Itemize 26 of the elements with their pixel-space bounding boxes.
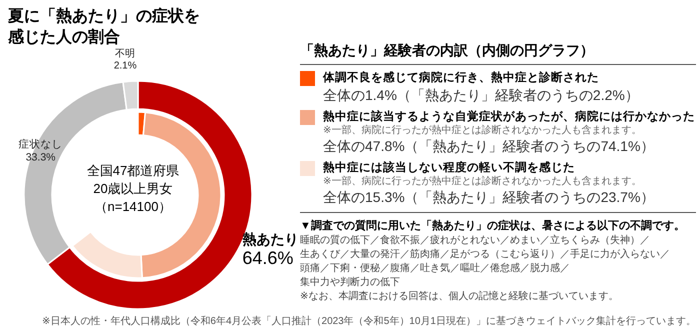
- chart-title: 夏に「熱あたり」の症状を感じた人の割合: [8, 6, 201, 48]
- slice-label: 不明: [115, 48, 136, 60]
- text: 集中力や判断力の低下: [300, 276, 401, 290]
- slice-label: 熱あたり: [241, 231, 298, 248]
- text: 生あくび／大量の発汗／筋肉痛／足がつる（こむら返り）／手足に力が入らない／: [300, 248, 671, 262]
- slice-label: 症状なし: [18, 138, 63, 151]
- data-label: 33.3%: [26, 152, 56, 164]
- text: 頭痛／下痢・便秘／腹痛／吐き気／嘔吐／倦怠感／脱力感／: [300, 262, 571, 276]
- text: （n=14100）: [94, 198, 172, 216]
- text: ※日本人の性・年代人口構成比（令和6年4月公表「人口推計（2023年（令和5年）10月1日現在）」に基づきウェイトバック集計を行っています。: [41, 316, 696, 328]
- data-label: 全体の47.8%（「熱あたり」経験者のうちの74.1%）: [323, 137, 656, 155]
- text: ※一部、病院に行ったが熱中症とは診断されなかった人も含まれます。: [323, 125, 642, 137]
- legend-label: 熱中症に該当するような自覚症状があったが、病院には行かなかった: [323, 110, 695, 124]
- text: 全国47都道府県: [86, 162, 180, 180]
- data-label: 全体の1.4%（「熱あたり」経験者のうちの2.2%）: [323, 86, 639, 104]
- text: ※なお、本調査における回答は、個人の記憶と経験に基づいています。: [300, 290, 620, 304]
- text: ※一部、病院に行ったが熱中症とは診断されなかった人も含まれます。: [323, 176, 642, 188]
- text: 20歳以上男女: [92, 180, 174, 198]
- data-label: 64.6%: [242, 248, 294, 268]
- text: 睡眠の質の低下／食欲不振／疲れがとれない／めまい／立ちくらみ（失神）／: [300, 234, 651, 248]
- text: ▼調査での質問に用いた「熱あたり」の症状は、暑さによる以下の不調です。: [300, 219, 686, 234]
- data-label: 全体の15.3%（「熱あたり」経験者のうちの23.7%）: [323, 188, 654, 206]
- legend-label: 体調不良を感じて病院に行き、熱中症と診断された: [323, 71, 600, 86]
- legend-title: 「熱あたり」経験者の内訳（内側の円グラフ）: [300, 40, 696, 65]
- data-label: 2.1%: [114, 60, 137, 72]
- legend-label: 熱中症には該当しない程度の軽い不調を感じた: [323, 161, 576, 176]
